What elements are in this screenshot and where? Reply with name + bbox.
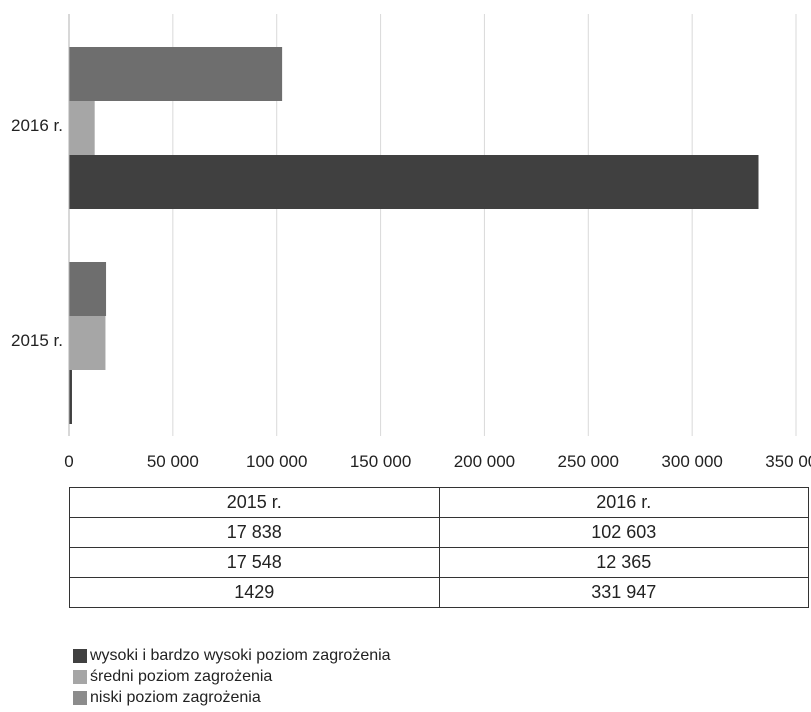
x-tick-label: 150 000 bbox=[350, 452, 411, 471]
table-header-cell: 2015 r. bbox=[69, 487, 440, 518]
legend-swatch bbox=[73, 669, 87, 684]
table-cell: 102 603 bbox=[438, 517, 809, 548]
legend-item: średni poziom zagrożenia bbox=[73, 666, 391, 687]
legend: wysoki i bardzo wysoki poziom zagrożenia… bbox=[73, 645, 391, 708]
data-table: 2015 r. 2016 r. 17 838 102 603 17 548 12… bbox=[69, 487, 809, 608]
bar bbox=[69, 47, 283, 101]
x-tick-label: 250 000 bbox=[558, 452, 619, 471]
bars bbox=[69, 47, 759, 424]
bar-chart: 2016 r. 2015 r. 0 50 000 100 000 150 000 200 … bbox=[11, 14, 811, 471]
table-cell: 12 365 bbox=[438, 547, 809, 578]
bar bbox=[69, 155, 759, 209]
bar bbox=[69, 316, 106, 370]
x-tick-label: 100 000 bbox=[246, 452, 307, 471]
legend-swatch bbox=[73, 648, 87, 663]
y-tick-label: 2016 r. bbox=[11, 116, 63, 135]
table-cell: 17 548 bbox=[69, 547, 440, 578]
table-row: 1429 331 947 bbox=[69, 577, 809, 608]
bar bbox=[69, 370, 72, 424]
legend-label: średni poziom zagrożenia bbox=[90, 667, 273, 685]
x-tick-label: 0 bbox=[64, 452, 73, 471]
x-tick-labels: 0 50 000 100 000 150 000 200 000 250 000 300 0… bbox=[64, 452, 811, 471]
table-cell: 17 838 bbox=[69, 517, 440, 548]
legend-item: niski poziom zagrożenia bbox=[73, 687, 391, 708]
x-tick-label: 50 000 bbox=[147, 452, 199, 471]
y-tick-labels: 2016 r. 2015 r. bbox=[11, 116, 63, 350]
x-tick-label: 350 000 bbox=[765, 452, 811, 471]
table-header-cell: 2016 r. bbox=[438, 487, 809, 518]
table-row: 17 838 102 603 bbox=[69, 517, 809, 548]
table-cell: 1429 bbox=[69, 577, 440, 608]
x-tick-label: 300 000 bbox=[661, 452, 722, 471]
legend-label: wysoki i bardzo wysoki poziom zagrożenia bbox=[90, 646, 391, 664]
bar bbox=[69, 262, 107, 316]
y-tick-label: 2015 r. bbox=[11, 331, 63, 350]
table-header-row: 2015 r. 2016 r. bbox=[69, 487, 809, 518]
table-row: 17 548 12 365 bbox=[69, 547, 809, 578]
legend-label: niski poziom zagrożenia bbox=[90, 688, 261, 706]
legend-swatch bbox=[73, 690, 87, 705]
bar bbox=[69, 101, 95, 155]
legend-item: wysoki i bardzo wysoki poziom zagrożenia bbox=[73, 645, 391, 666]
x-tick-label: 200 000 bbox=[454, 452, 515, 471]
table-cell: 331 947 bbox=[438, 577, 809, 608]
